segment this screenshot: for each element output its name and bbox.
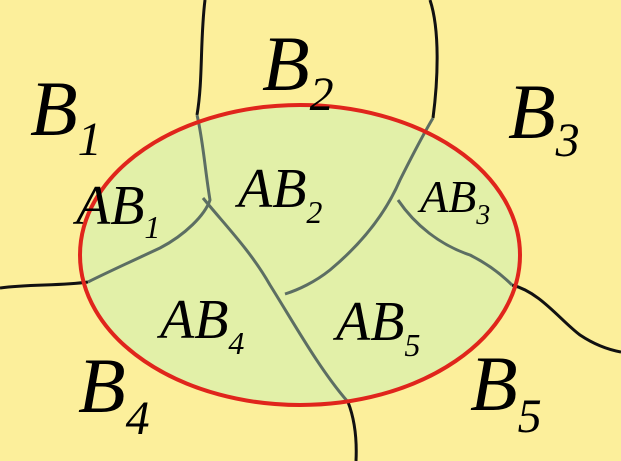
boundary-b3-b5 [511,283,621,354]
label-b1: B1 [30,65,102,166]
set-a-fill [80,105,520,405]
label-b5: B5 [470,340,542,443]
label-ab2: AB2 [234,158,322,230]
boundary-ab2-ab3 [284,117,435,296]
label-ab4: AB4 [156,289,244,361]
label-ab5: AB5 [332,291,420,363]
set-a-outline [78,103,522,407]
boundary-ab4-ab5 [201,197,350,403]
boundary-ab3-ab5 [396,199,514,287]
label-b4: B4 [78,342,150,445]
boundary-ab1-ab2 [87,114,212,284]
boundary-b2-b3 [428,0,439,119]
label-b3: B3 [508,68,580,167]
label-ab3: AB3 [417,171,490,231]
label-ab1: AB1 [72,175,160,245]
boundary-b4-b5 [346,401,358,461]
boundary-b1-b4 [0,280,89,290]
boundary-b1-b2 [195,0,207,116]
label-b2: B2 [262,20,334,121]
